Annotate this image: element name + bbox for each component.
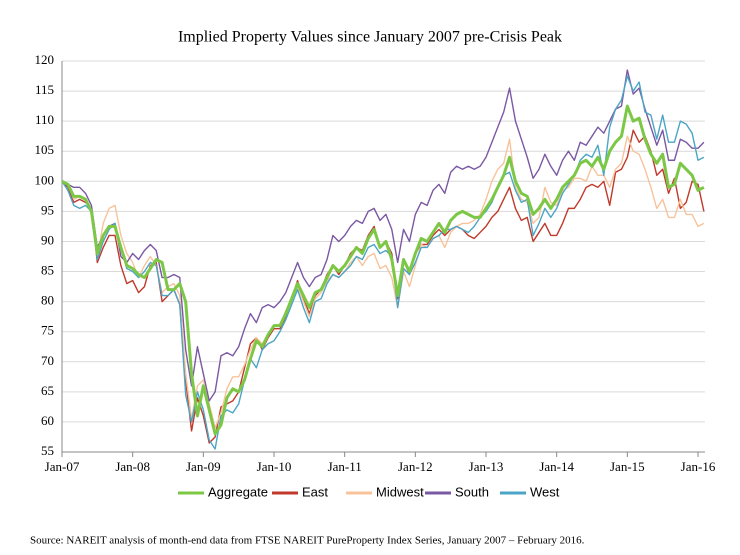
legend-text: West [530, 484, 560, 499]
x-tick-label: Jan-10 [257, 459, 292, 474]
source-note: Source: NAREIT analysis of month-end dat… [30, 535, 585, 547]
x-tick-label: Jan-12 [398, 459, 433, 474]
legend-text: South [455, 484, 489, 499]
series-line [61, 135, 705, 429]
y-tick-label: 115 [35, 82, 54, 97]
y-tick-label: 100 [35, 172, 55, 187]
legend-text: Aggregate [208, 484, 268, 499]
y-tick-label: 75 [41, 323, 54, 338]
x-tick-label: Jan-13 [469, 459, 504, 474]
y-tick-label: 90 [41, 232, 54, 247]
x-tick-label: Jan-16 [681, 459, 716, 474]
x-tick-label: Jan-07 [45, 459, 80, 474]
y-tick-label: 60 [41, 413, 54, 428]
series-line [61, 75, 705, 450]
series-line [61, 69, 705, 402]
y-tick-label: 105 [35, 142, 55, 157]
y-tick-label: 65 [41, 383, 54, 398]
x-tick-label: Jan-15 [610, 459, 645, 474]
y-tick-label: 120 [35, 52, 55, 67]
chart-title: Implied Property Values since January 20… [178, 29, 562, 46]
y-tick-label: 80 [41, 293, 54, 308]
x-tick-label: Jan-08 [115, 459, 150, 474]
y-tick-label: 55 [41, 443, 54, 458]
y-tick-label: 95 [41, 202, 54, 217]
x-tick-label: Jan-09 [186, 459, 221, 474]
y-tick-label: 85 [41, 263, 54, 278]
series-line [61, 104, 705, 436]
x-tick-label: Jan-11 [328, 459, 362, 474]
legend-text: Midwest [376, 484, 424, 499]
legend-text: East [302, 484, 328, 499]
y-tick-label: 110 [35, 112, 54, 127]
y-tick-label: 70 [41, 353, 54, 368]
x-tick-label: Jan-14 [539, 459, 574, 474]
